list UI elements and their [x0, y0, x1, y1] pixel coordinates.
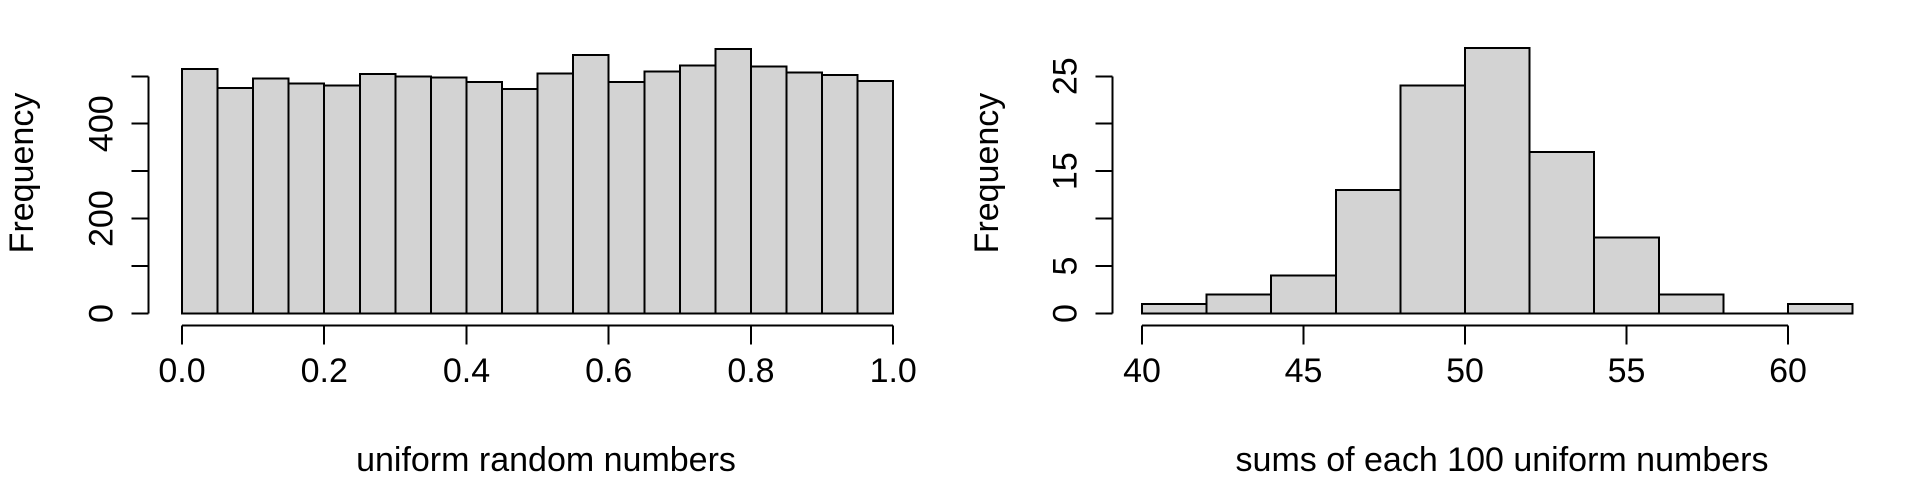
x-tick-label: 40 — [1123, 352, 1161, 390]
histogram-uniform-random-numbers: uniform random numbers Frequency 0 200 400… — [3, 48, 917, 479]
histogram-bar — [323, 84, 361, 315]
histogram-bar — [1787, 303, 1854, 315]
histogram-bar — [1205, 293, 1273, 315]
y-tick-label: 400 — [83, 95, 121, 152]
y-axis-title: Frequency — [968, 93, 1006, 254]
histogram-bar — [1334, 189, 1402, 315]
x-tick-label: 0.4 — [443, 352, 490, 390]
histogram-bar — [821, 73, 859, 315]
histogram-bar — [501, 88, 539, 315]
histogram-bar — [785, 71, 824, 315]
histogram-bar — [1399, 84, 1467, 315]
histogram-bar — [429, 76, 468, 315]
y-tick-label: 25 — [1047, 57, 1085, 95]
histogram-bar — [252, 77, 290, 315]
y-tick-label: 15 — [1047, 152, 1085, 190]
histogram-bar — [572, 53, 610, 315]
histogram-bar — [1270, 274, 1337, 315]
histogram-bar — [216, 87, 255, 315]
histogram-bar — [536, 72, 575, 315]
x-tick-label: 0.8 — [727, 352, 774, 390]
histogram-bar — [856, 79, 895, 315]
histogram-bar — [181, 68, 219, 315]
y-tick-label: 0 — [83, 304, 121, 323]
histogram-bar — [287, 82, 326, 315]
x-tick-label: 0.6 — [585, 352, 632, 390]
x-tick-label: 50 — [1446, 352, 1484, 390]
x-tick-label: 1.0 — [870, 352, 917, 390]
x-axis-title: sums of each 100 uniform numbers — [1236, 441, 1769, 479]
histogram-bars-group: 0 200 400 0.0 0.2 0.4 0.6 0.8 1.0 — [83, 48, 917, 390]
x-tick-label: 45 — [1285, 352, 1323, 390]
histogram-bar — [1528, 151, 1596, 315]
histogram-bars-group: 0 5 15 25 40 45 50 55 60 — [1047, 46, 1854, 390]
histogram-bar — [607, 80, 646, 315]
histogram-bar — [1464, 46, 1531, 315]
histogram-bar — [1593, 236, 1660, 315]
histogram-bar — [749, 65, 788, 315]
x-tick-label: 0.0 — [158, 352, 205, 390]
y-tick-label: 0 — [1047, 304, 1085, 323]
x-tick-label: 55 — [1608, 352, 1646, 390]
y-tick-label: 5 — [1047, 257, 1085, 276]
x-tick-label: 0.2 — [301, 352, 348, 390]
histogram-bar — [394, 75, 432, 315]
x-axis-title: uniform random numbers — [356, 441, 736, 479]
histogram-sums-of-uniform-numbers: sums of each 100 uniform numbers Frequen… — [968, 46, 1854, 479]
y-axis-title: Frequency — [3, 93, 41, 254]
y-tick-label: 200 — [83, 190, 121, 247]
histogram-bar — [1657, 293, 1725, 315]
histogram-bar — [1141, 303, 1208, 315]
x-tick-label: 60 — [1769, 352, 1807, 390]
histogram-bar — [465, 80, 504, 315]
histogram-bar — [714, 48, 752, 315]
histogram-bar — [358, 72, 397, 315]
histogram-bar — [643, 70, 681, 315]
histogram-bar — [678, 64, 717, 315]
